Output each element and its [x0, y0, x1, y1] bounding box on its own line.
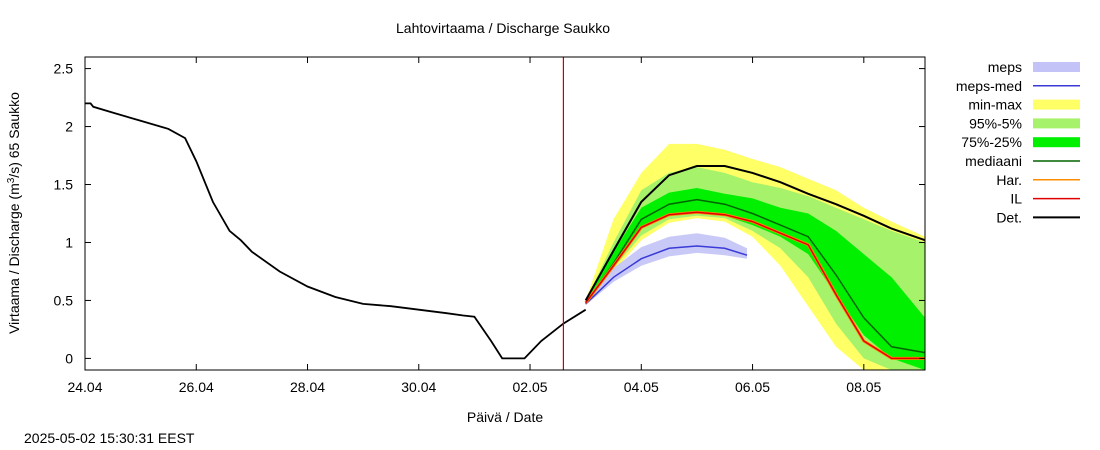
- x-tick-label: 28.04: [290, 379, 325, 395]
- x-tick-label: 02.05: [513, 379, 548, 395]
- y-axis-label-part: /s) 65 Saukko: [6, 92, 22, 178]
- legend-swatch-minmax: [1033, 99, 1080, 110]
- legend-label: Har.: [996, 172, 1022, 188]
- legend-label: 75%-25%: [961, 134, 1022, 150]
- y-tick-label: 2: [65, 119, 73, 135]
- x-tick-label: 06.05: [735, 379, 770, 395]
- legend-label: IL: [1010, 191, 1022, 207]
- series-il: [585, 211, 925, 360]
- y-axis-label-part: Virtaama / Discharge (m: [6, 183, 22, 334]
- legend-swatch-p95_5: [1033, 118, 1080, 129]
- series-det: [584, 165, 926, 301]
- y-tick-label: 0: [65, 350, 73, 366]
- y-axis-label-superscript: 3: [6, 177, 17, 183]
- legend-label: Det.: [996, 209, 1022, 225]
- x-tick-label: 08.05: [846, 379, 881, 395]
- chart-title: Lahtovirtaama / Discharge Saukko: [396, 20, 610, 36]
- band-95-5: [585, 167, 925, 370]
- x-tick-label: 30.04: [401, 379, 436, 395]
- series-mediaani: [585, 198, 926, 354]
- y-tick-label: 0.5: [54, 292, 74, 308]
- timestamp: 2025-05-02 15:30:31 EEST: [24, 430, 195, 446]
- x-tick-label: 26.04: [179, 379, 214, 395]
- y-tick-label: 1: [65, 234, 73, 250]
- legend-label: meps: [988, 59, 1022, 75]
- plot-frame: [84, 56, 926, 371]
- x-tick-label: 04.05: [624, 379, 659, 395]
- y-axis-ticks: 0 0.5 1 1.5 2 2.5: [54, 61, 925, 366]
- legend-swatch-meps: [1033, 62, 1080, 72]
- x-axis-label: Päivä / Date: [467, 409, 543, 425]
- series-meps-med: [585, 245, 748, 305]
- x-axis-ticks: 24.04 26.04 28.04 30.04 02.05 04.05 06.05 08.05: [67, 57, 882, 395]
- forecast-lines: [85, 102, 926, 360]
- legend-label: min-max: [968, 97, 1022, 113]
- legend-swatch-p75_25: [1033, 137, 1080, 148]
- y-tick-label: 1.5: [54, 177, 74, 193]
- band-meps: [585, 233, 747, 306]
- x-tick-label: 24.04: [67, 379, 102, 395]
- y-tick-label: 2.5: [54, 61, 74, 77]
- forecast-bands: [585, 143, 925, 370]
- legend-label: 95%-5%: [969, 115, 1022, 131]
- series-observed: [85, 102, 587, 360]
- legend: meps meps-med min-max 95%-5% 75%-25% mediaani…: [956, 59, 1080, 225]
- legend-label: mediaani: [965, 153, 1022, 169]
- legend-label: meps-med: [956, 78, 1022, 94]
- y-axis-label: Virtaama / Discharge (m3/s) 65 Saukko: [6, 92, 23, 334]
